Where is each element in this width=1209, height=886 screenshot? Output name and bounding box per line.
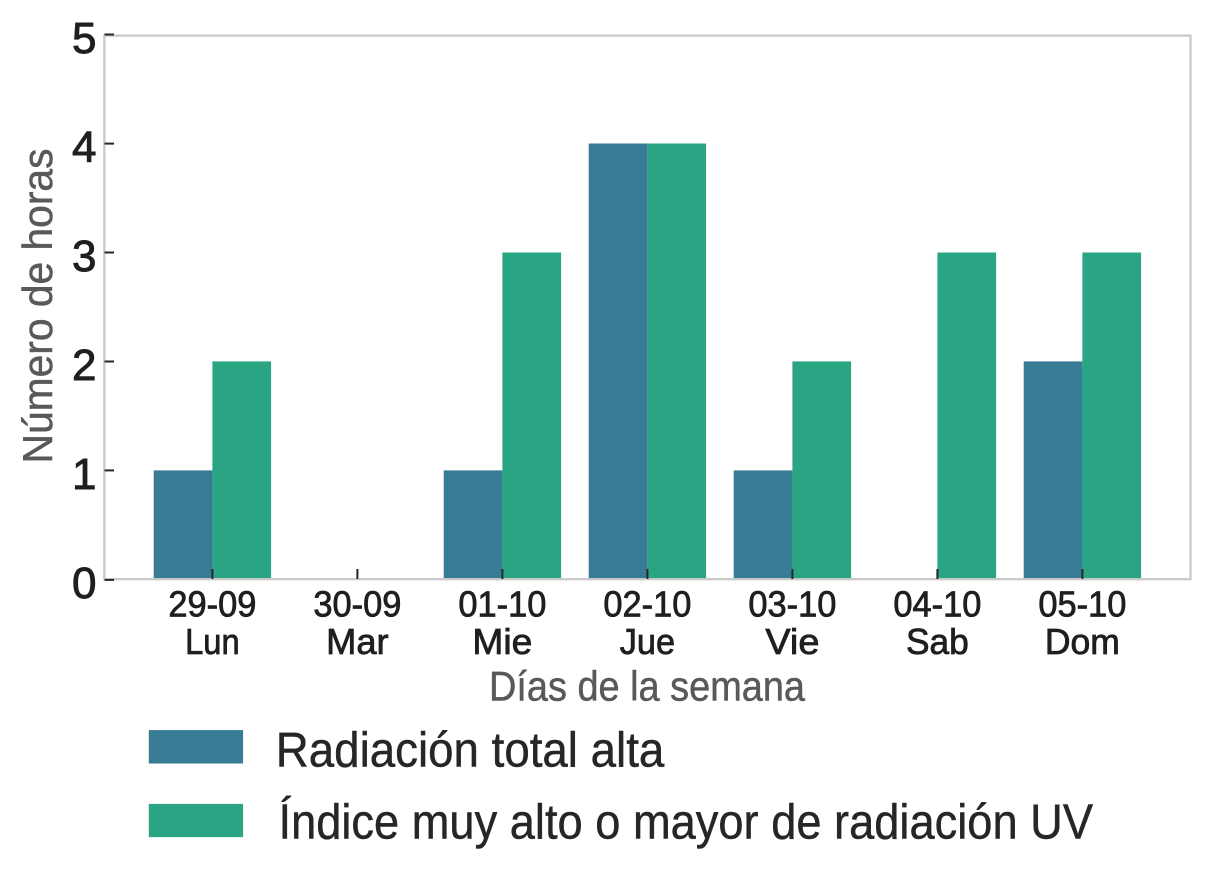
svg-text:Sab: Sab — [906, 621, 969, 662]
svg-text:03-10: 03-10 — [748, 583, 836, 624]
svg-text:Número de horas: Número de horas — [14, 149, 61, 464]
svg-text:Índice muy alto o mayor de rad: Índice muy alto o mayor de radiación UV — [279, 796, 1094, 850]
svg-text:29-09: 29-09 — [168, 583, 256, 624]
svg-text:Dom: Dom — [1045, 621, 1120, 662]
svg-text:Días de la semana: Días de la semana — [489, 662, 806, 709]
svg-text:01-10: 01-10 — [458, 583, 546, 624]
svg-text:Mar: Mar — [326, 621, 389, 662]
svg-text:Mie: Mie — [472, 621, 532, 662]
svg-text:5: 5 — [72, 14, 96, 63]
svg-text:Jue: Jue — [620, 621, 675, 662]
svg-text:1: 1 — [72, 450, 96, 499]
svg-text:Lun: Lun — [185, 621, 240, 662]
svg-text:4: 4 — [72, 123, 96, 172]
svg-text:Radiación total alta: Radiación total alta — [276, 723, 665, 777]
svg-text:05-10: 05-10 — [1038, 583, 1126, 624]
svg-text:0: 0 — [72, 559, 96, 608]
svg-text:3: 3 — [72, 232, 96, 281]
svg-text:02-10: 02-10 — [603, 583, 691, 624]
svg-text:Vie: Vie — [765, 621, 819, 662]
svg-text:04-10: 04-10 — [893, 583, 981, 624]
svg-text:2: 2 — [72, 341, 96, 390]
svg-text:30-09: 30-09 — [313, 583, 401, 624]
